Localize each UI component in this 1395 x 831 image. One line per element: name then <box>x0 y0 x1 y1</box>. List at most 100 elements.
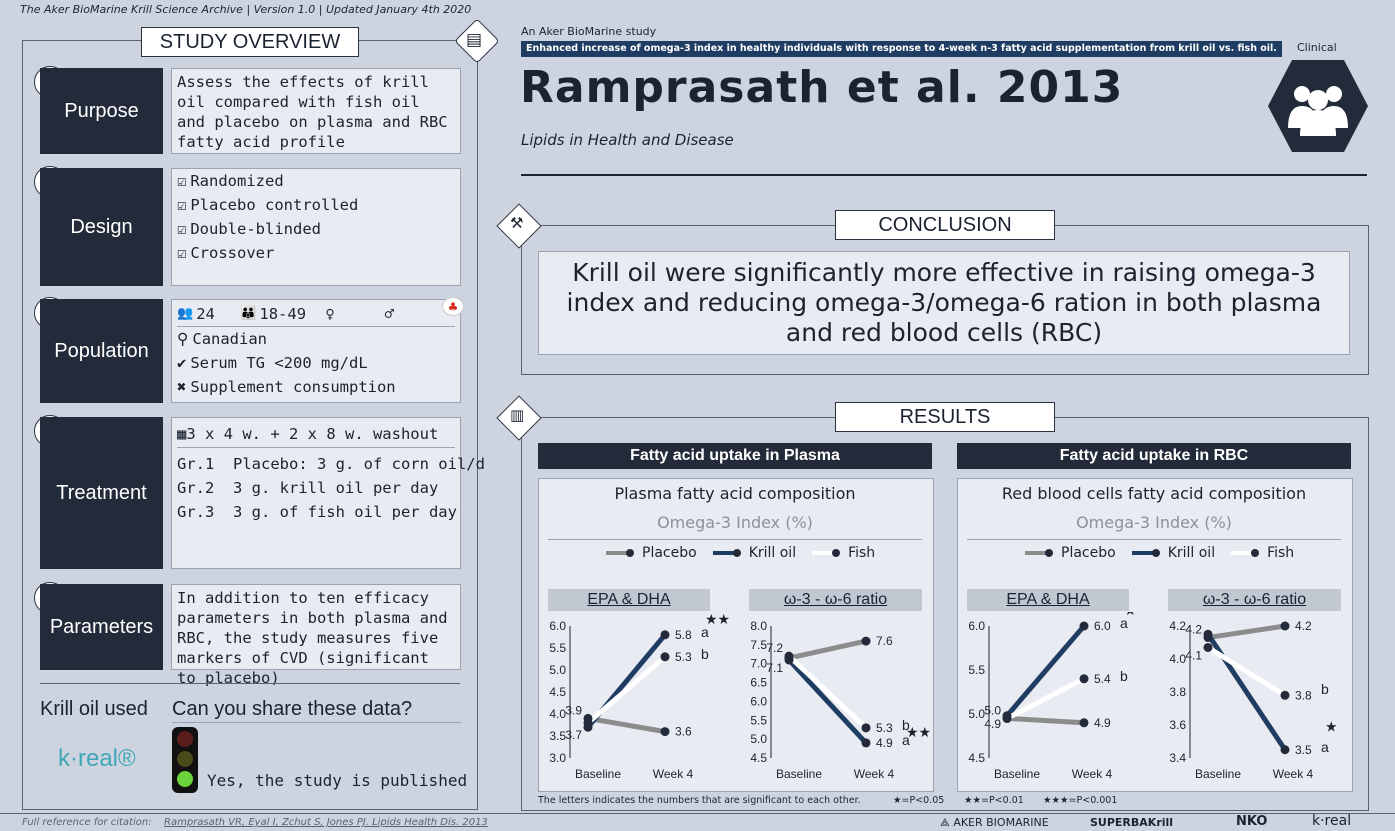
check-circle-icon: ✔ <box>177 354 187 372</box>
value-label: 5.3 <box>675 650 692 664</box>
y-tick-label: 3.8 <box>1169 685 1186 699</box>
x-tick-label: Baseline <box>575 767 621 781</box>
chart-subheader: EPA & DHA <box>967 589 1129 611</box>
data-point <box>1002 713 1012 723</box>
legend-swatch-placebo <box>606 549 634 557</box>
krill-used-label: Krill oil used <box>40 698 148 720</box>
y-tick-label: 6.0 <box>968 619 985 633</box>
treatment-box: ▦ 3 x 4 w. + 2 x 8 w. washout Gr.1 Placeb… <box>171 417 485 569</box>
series-line-placebo <box>1205 623 1288 641</box>
legend-swatch-krill <box>1131 549 1160 557</box>
results-header: RESULTS <box>835 402 1055 432</box>
female-icon: ♀ <box>325 305 335 323</box>
x-tick-label: Baseline <box>776 767 822 781</box>
data-point <box>861 738 871 748</box>
y-tick-label: 5.0 <box>968 707 985 721</box>
treatment-group: Gr.1 Placebo: 3 g. of corn oil/d <box>177 455 485 473</box>
design-label: Design <box>40 168 163 286</box>
age-icon: 👪 <box>240 306 257 321</box>
y-tick-label: 7.5 <box>750 638 767 652</box>
treatment-group: Gr.2 3 g. krill oil per day <box>177 479 439 497</box>
archive-title: The Aker BioMarine Krill Science Archive… <box>20 3 472 16</box>
checkbox-icon: ☑ <box>177 196 187 214</box>
legend-label: Krill oil <box>1167 545 1216 561</box>
value-label: 3.9 <box>565 703 582 717</box>
y-tick-label: 4.0 <box>549 707 566 721</box>
divider <box>548 539 922 540</box>
legend-swatch-fish <box>812 549 841 557</box>
treatment-group: Gr.3 3 g. of fish oil per day <box>177 503 457 521</box>
significance-annotation: ★ <box>1325 718 1338 734</box>
parameters-text: In addition to ten efficacy parameters i… <box>171 584 461 687</box>
value-label: 6.0 <box>1094 619 1111 633</box>
treatment-label: Treatment <box>40 417 163 569</box>
location-icon: ⚲ <box>177 330 189 348</box>
population-item: Supplement consumption <box>190 378 396 396</box>
data-point <box>1280 690 1290 700</box>
data-point <box>583 718 593 728</box>
y-tick-label: 5.0 <box>750 732 767 746</box>
series-line-fish <box>786 653 869 731</box>
value-label: 5.0 <box>984 703 1001 717</box>
significance-annotation: a <box>1120 615 1128 631</box>
chart-subheader: ω-3 - ω-6 ratio <box>1168 589 1341 611</box>
design-list: ☑ Randomized ☑ Placebo controlled ☑ Double-… <box>171 168 461 286</box>
y-tick-label: 3.6 <box>1169 718 1186 732</box>
checkbox-icon: ☑ <box>177 172 187 190</box>
chart-subheader: ω-3 - ω-6 ratio <box>749 589 922 611</box>
data-point <box>1203 642 1213 652</box>
category-label: Clinical <box>1297 41 1337 54</box>
population-box: 👥 24 👪 18-49 ♀ ♂ ⚲ Canadian ✔ Serum TG <20… <box>171 299 461 403</box>
y-tick-label: 6.0 <box>549 619 566 633</box>
y-tick-label: 6.0 <box>750 694 767 708</box>
population-item: Canadian <box>192 330 268 348</box>
plasma-chart-title: Plasma fatty acid composition <box>614 484 856 503</box>
journal-name: Lipids in Health and Disease <box>521 131 734 149</box>
data-point <box>1079 674 1089 684</box>
legend-label: Placebo <box>1061 545 1116 561</box>
citation-label: Full reference for citation: <box>22 817 152 828</box>
series-line-krill-oil <box>1004 623 1087 719</box>
value-label: 7.2 <box>766 641 783 655</box>
data-point <box>660 727 670 737</box>
gavel-icon: ⚒ <box>510 214 524 232</box>
male-icon: ♂ <box>384 305 395 323</box>
legend-swatch-krill <box>712 549 741 557</box>
design-item: ☑ Double-blinded <box>177 220 321 238</box>
conclusion-text: Krill oil were significantly more effect… <box>538 251 1350 355</box>
series-line-krill-oil <box>1205 631 1288 753</box>
study-subtitle: Enhanced increase of omega-3 index in he… <box>521 41 1282 57</box>
value-label: 3.8 <box>1295 688 1312 702</box>
value-label: 4.2 <box>1295 619 1312 633</box>
series-line-placebo <box>786 638 869 661</box>
calendar-icon: ▦ <box>177 425 187 443</box>
y-tick-label: 4.5 <box>549 685 566 699</box>
population-count: 24 <box>196 305 215 323</box>
value-label: 7.6 <box>876 634 893 648</box>
footer-divider <box>0 813 1395 814</box>
data-point <box>861 723 871 733</box>
rbc-chart-sub: Omega-3 Index (%) <box>1076 513 1232 532</box>
data-point <box>660 630 670 640</box>
population-item: Serum TG <200 mg/dL <box>190 354 368 372</box>
x-tick-label: Baseline <box>1195 767 1241 781</box>
share-answer: Yes, the study is published <box>207 771 468 790</box>
canada-flag-icon: ♣ <box>442 297 464 316</box>
results-footnote: The letters indicates the numbers that a… <box>538 795 861 806</box>
x-tick-label: Week 4 <box>854 767 895 781</box>
plasma-legend: Placebo Krill oil Fish <box>604 545 875 561</box>
rbc-bar: Fatty acid uptake in RBC <box>957 443 1351 469</box>
y-tick-label: 4.5 <box>750 751 767 765</box>
sig-legend-1: ★=P<0.05 <box>893 795 945 806</box>
legend-label: Krill oil <box>748 545 797 561</box>
aker-logo: ⟁ AKER BIOMARINE <box>940 816 1049 829</box>
chart-subheader: EPA & DHA <box>548 589 710 611</box>
purpose-label: Purpose <box>40 68 163 154</box>
plasma-epa-dha-chart: 3.0 3.5 4.0 4.5 5.0 5.5 6.0 Baseline Week 4 3.9 3.… <box>549 612 730 781</box>
data-point <box>1079 718 1089 728</box>
divider <box>967 539 1341 540</box>
design-item: ☑ Placebo controlled <box>177 196 359 214</box>
sig-legend-2: ★★=P<0.01 <box>964 795 1024 806</box>
value-label: 3.6 <box>675 725 692 739</box>
